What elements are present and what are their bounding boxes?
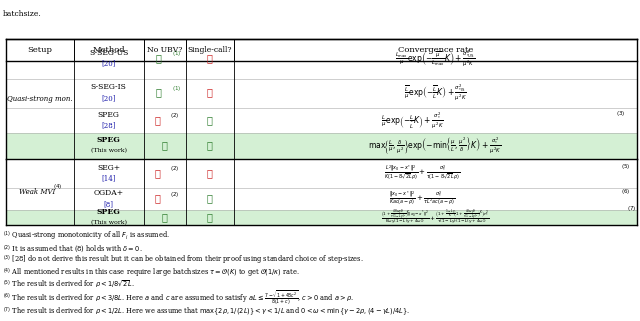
Text: ✗: ✗ xyxy=(154,195,160,204)
Text: $^{(7)}$ The result is derived for $\rho < 1/2L$. Here we assume that $\max\{2\r: $^{(7)}$ The result is derived for $\rho… xyxy=(3,305,410,318)
Text: $(5)$: $(5)$ xyxy=(621,162,630,171)
Text: SPEG: SPEG xyxy=(98,111,120,118)
Text: $^{(2)}$ It is assumed that (8) holds with $\delta = 0$.: $^{(2)}$ It is assumed that (8) holds wi… xyxy=(3,243,143,255)
Text: Quasi-strong mon.: Quasi-strong mon. xyxy=(7,95,73,103)
Bar xyxy=(6,39,637,61)
Text: Method: Method xyxy=(93,46,125,54)
Text: $(4)$: $(4)$ xyxy=(53,181,63,191)
Text: $(1)$: $(1)$ xyxy=(172,49,181,58)
Text: [14]: [14] xyxy=(102,174,116,182)
Text: Convergence rate: Convergence rate xyxy=(397,46,473,54)
Text: $\frac{L_{\max}}{\mu}\exp\!\left(-\frac{\overline{\mu}}{L_{\max}}K\right)+\frac{: $\frac{L_{\max}}{\mu}\exp\!\left(-\frac{… xyxy=(395,48,476,69)
Text: ✗: ✗ xyxy=(207,89,212,98)
Text: $\frac{\overline{L}}{\mu}\exp\!\left(-\frac{\overline{L}}{L}K\right)+\frac{\sigm: $\frac{\overline{L}}{\mu}\exp\!\left(-\f… xyxy=(404,83,467,103)
Text: ✓: ✓ xyxy=(156,54,161,63)
Text: S-SEG-IS: S-SEG-IS xyxy=(91,83,127,91)
Bar xyxy=(6,159,637,225)
Text: OGDA+: OGDA+ xyxy=(93,189,124,197)
Text: ✓: ✓ xyxy=(207,142,212,151)
Text: ✓: ✓ xyxy=(207,213,212,222)
Text: $(2)$: $(2)$ xyxy=(170,111,180,120)
Text: $^{(4)}$ All mentioned results in this case require large batchsizes $\tau = \ma: $^{(4)}$ All mentioned results in this c… xyxy=(3,266,300,280)
Text: $(6)$: $(6)$ xyxy=(621,187,630,196)
Bar xyxy=(6,133,637,159)
Text: $(7)$: $(7)$ xyxy=(627,204,636,213)
Text: batchsize.: batchsize. xyxy=(3,11,42,18)
Text: $\max\!\left\{\frac{L}{\mu},\frac{\delta}{\mu^{2}}\right\}\!\exp\!\left(-\min\!\: $\max\!\left\{\frac{L}{\mu},\frac{\delta… xyxy=(369,136,502,156)
Text: SPEG: SPEG xyxy=(97,136,121,144)
Text: [28]: [28] xyxy=(102,121,116,129)
Text: $(1)$: $(1)$ xyxy=(172,84,181,93)
Text: ✓: ✓ xyxy=(156,89,161,98)
Text: (This work): (This work) xyxy=(91,220,127,225)
Text: $^{(3)}$ [28] do not derive this result but it can be obtained from their proof : $^{(3)}$ [28] do not derive this result … xyxy=(3,254,364,267)
Text: S-SEG-US: S-SEG-US xyxy=(89,49,129,57)
Text: ✗: ✗ xyxy=(154,169,160,178)
Text: ✓: ✓ xyxy=(162,213,168,222)
Text: $\frac{\left(1+\frac{48\omega\gamma\delta}{\tau(1-L\gamma)^2}\right)^{\!K}\!\|x_: $\frac{\left(1+\frac{48\omega\gamma\delt… xyxy=(381,208,490,227)
Text: ✓: ✓ xyxy=(207,116,212,125)
Text: $\frac{L^{2}\|x_0-x^*\|^2}{K(1-8\sqrt{2}L\rho)}+\frac{\sigma_{*}^{2}}{\tau(1-8\s: $\frac{L^{2}\|x_0-x^*\|^2}{K(1-8\sqrt{2}… xyxy=(384,164,461,182)
Text: SPEG: SPEG xyxy=(97,208,121,216)
Text: $(2)$: $(2)$ xyxy=(170,164,180,173)
Text: ✗: ✗ xyxy=(207,54,212,63)
Text: Single-call?: Single-call? xyxy=(188,46,232,54)
Text: (This work): (This work) xyxy=(91,148,127,153)
Text: ✓: ✓ xyxy=(162,142,168,151)
Text: [20]: [20] xyxy=(102,59,116,67)
Bar xyxy=(6,39,637,159)
Text: $(2)$: $(2)$ xyxy=(170,190,180,199)
Text: SEG+: SEG+ xyxy=(97,164,120,171)
Text: $^{(6)}$ The result is derived for $\rho < 3/8L$. Here $a$ and $c$ are assumed t: $^{(6)}$ The result is derived for $\rho… xyxy=(3,290,355,306)
Text: $\frac{L}{\mu}\exp\!\left(-\frac{L}{\bar{L}}K\right)+\frac{\sigma_{*}^{2}}{\mu^{: $\frac{L}{\mu}\exp\!\left(-\frac{L}{\bar… xyxy=(381,110,444,131)
Text: $^{(5)}$ The result is derived for $\rho < 1/8\sqrt{2}L$.: $^{(5)}$ The result is derived for $\rho… xyxy=(3,279,135,291)
Text: $\frac{\|x_0-x^*\|^2}{Kac(a-\rho)}+\frac{\sigma_{*}^{2}}{\tau L^2 ac(a-\rho)}$: $\frac{\|x_0-x^*\|^2}{Kac(a-\rho)}+\frac… xyxy=(389,190,456,208)
Bar xyxy=(6,210,637,225)
Text: [20]: [20] xyxy=(102,94,116,102)
Text: Setup: Setup xyxy=(28,46,52,54)
Text: ✗: ✗ xyxy=(207,169,212,178)
Text: $^{(1)}$ Quasi-strong monotonicity of all $F_i$ is assumed.: $^{(1)}$ Quasi-strong monotonicity of al… xyxy=(3,229,170,243)
Text: No UBV?: No UBV? xyxy=(147,46,182,54)
Text: ✓: ✓ xyxy=(207,195,212,204)
Text: ✗: ✗ xyxy=(154,116,160,125)
Text: [8]: [8] xyxy=(104,200,114,208)
Text: $(3)$: $(3)$ xyxy=(616,109,625,118)
Text: Weak MVI: Weak MVI xyxy=(19,188,55,196)
